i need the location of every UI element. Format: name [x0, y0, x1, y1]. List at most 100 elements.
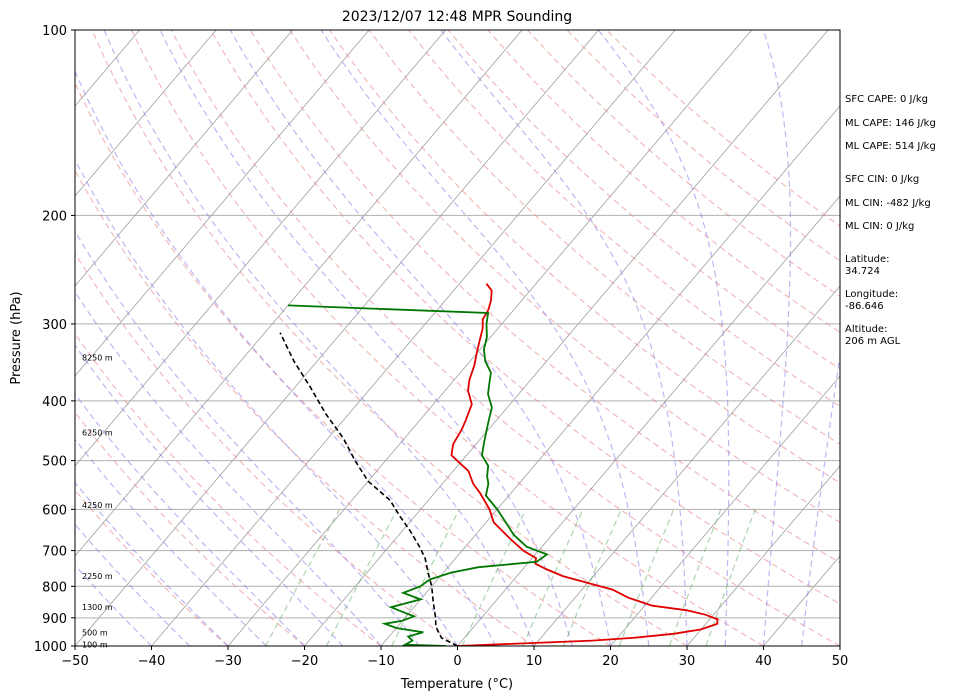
sfc-cape-text: SFC CAPE: 0 J/kg: [845, 94, 928, 105]
mixing-ratio-line-32: [705, 509, 756, 646]
mixing-ratio-line-10: [562, 509, 622, 646]
x-tick-label--10: −10: [367, 654, 394, 669]
dry-adiabat-30: [91, 30, 688, 646]
isotherm--100: [75, 30, 217, 197]
dry-adiabat-70: [249, 30, 840, 564]
temperature-profile-line: [450, 283, 719, 646]
moist-adiabat--30: [75, 481, 229, 646]
isotherm--80: [75, 30, 370, 377]
mixing-ratio-line-4: [461, 509, 527, 646]
altitude-label-100-m: 100 m: [82, 641, 108, 650]
isotherm--50: [75, 30, 599, 646]
isotherm-30: [686, 465, 840, 646]
dry-adiabat-90: [329, 30, 840, 484]
dry-adiabat-40: [130, 30, 764, 646]
moist-adiabat--25: [75, 438, 267, 646]
moist-adiabat--40: [75, 564, 152, 646]
x-tick-label-20: 20: [602, 654, 619, 669]
y-tick-label-500: 500: [42, 455, 67, 470]
dry-adiabat-0: [75, 252, 458, 646]
ml-cin-text-2: ML CIN: 0 J/kg: [845, 221, 914, 232]
x-tick-label-50: 50: [832, 654, 849, 669]
mixing-ratio-line-0.5: [265, 509, 341, 646]
latitude-value: 34.724: [845, 266, 880, 277]
moist-adiabat-45: [801, 351, 840, 646]
y-tick-label-100: 100: [42, 24, 67, 39]
altitude-label-1300-m: 1300 m: [82, 603, 113, 612]
x-axis-ticks: −50 −40 −30 −20 −10 0 10 20 30 40 50: [61, 646, 848, 669]
y-tick-label-800: 800: [42, 580, 67, 595]
longitude-value: -86.646: [845, 301, 884, 312]
dry-adiabat-100: [368, 30, 840, 445]
dry-adiabat-10: [75, 169, 535, 646]
moist-adiabat-0: [75, 158, 459, 646]
y-tick-label-1000: 1000: [34, 640, 67, 655]
dry-adiabat-80: [289, 30, 840, 523]
x-tick-label--30: −30: [214, 654, 241, 669]
mixing-ratio-line-7: [522, 509, 584, 646]
y-axis-label: Pressure (hPa): [9, 291, 24, 384]
x-tick-label--20: −20: [291, 654, 318, 669]
sounding-profiles: [279, 283, 719, 646]
y-tick-label-600: 600: [42, 503, 67, 518]
moist-adiabat-15: [159, 30, 573, 646]
altitude-label-2250-m: 2250 m: [82, 572, 113, 581]
isotherm--90: [75, 30, 293, 287]
moist-adiabat-35: [598, 30, 730, 646]
mixing-ratio-line-24: [668, 509, 722, 646]
sfc-cin-text: SFC CIN: 0 J/kg: [845, 174, 919, 185]
isotherm--30: [227, 30, 752, 646]
info-panel: SFC CAPE: 0 J/kg ML CAPE: 146 J/kg ML CA…: [845, 94, 936, 347]
isotherm-20: [610, 375, 840, 646]
moist-adiabat--15: [75, 344, 344, 646]
latitude-label: Latitude:: [845, 254, 890, 265]
x-tick-label-0: 0: [453, 654, 461, 669]
isotherm--70: [75, 30, 446, 467]
isotherm-lines: [75, 30, 840, 646]
moist-adiabat-40: [762, 30, 792, 646]
y-axis-ticks: 1000 900 800 700 600 500 400 300 200 100: [34, 24, 75, 655]
isotherm--60: [75, 30, 523, 557]
x-tick-label-30: 30: [679, 654, 696, 669]
dry-adiabat-110: [408, 30, 840, 407]
isotherm-0: [457, 195, 840, 646]
longitude-label: Longitude:: [845, 289, 898, 300]
moist-adiabat--20: [75, 392, 305, 646]
altitude-value: 206 m AGL: [845, 336, 901, 347]
ml-cin-text-1: ML CIN: -482 J/kg: [845, 198, 931, 209]
moist-adiabat-20: [229, 30, 612, 646]
altitude-label-500-m: 500 m: [82, 628, 108, 637]
y-tick-label-400: 400: [42, 395, 67, 410]
dry-adiabat-140: [526, 30, 840, 298]
altitude-label-6250-m: 6250 m: [82, 428, 113, 437]
dry-adiabat-50: [170, 30, 840, 646]
isotherm--20: [304, 30, 829, 646]
dry-adiabat--30: [75, 489, 229, 646]
mixing-ratio-line-16: [618, 509, 675, 646]
altitude-label-8250-m: 8250 m: [82, 353, 113, 362]
moist-adiabat--35: [75, 523, 191, 646]
altitude-labels: 100 m 500 m 1300 m 2250 m 4250 m 6250 m 8250 m: [82, 353, 113, 649]
dry-adiabat-20: [75, 81, 611, 646]
dry-adiabat--20: [75, 411, 305, 646]
mixing-ratio-line-2: [391, 509, 460, 646]
chart-title: 2023/12/07 12:48 MPR Sounding: [342, 9, 572, 25]
dewpoint-profile-line: [287, 304, 549, 646]
isotherm--10: [380, 105, 840, 646]
x-tick-label--40: −40: [138, 654, 165, 669]
moist-adiabat--5: [75, 229, 420, 646]
y-tick-label-200: 200: [42, 209, 67, 224]
mixing-ratio-lines: [265, 509, 756, 646]
y-tick-label-900: 900: [42, 612, 67, 627]
dry-adiabat--10: [75, 332, 382, 646]
isotherm-10: [533, 285, 840, 646]
parcel-profile-line: [279, 332, 458, 646]
ml-cape-text-1: ML CAPE: 146 J/kg: [845, 118, 936, 129]
dry-adiabats: [75, 30, 840, 646]
x-axis-label: Temperature (°C): [400, 677, 513, 692]
x-tick-label-40: 40: [755, 654, 772, 669]
altitude-label: Altitude:: [845, 324, 887, 335]
moist-adiabats: [75, 30, 840, 646]
ml-cape-text-2: ML CAPE: 514 J/kg: [845, 141, 936, 152]
isotherm--40: [151, 30, 676, 646]
